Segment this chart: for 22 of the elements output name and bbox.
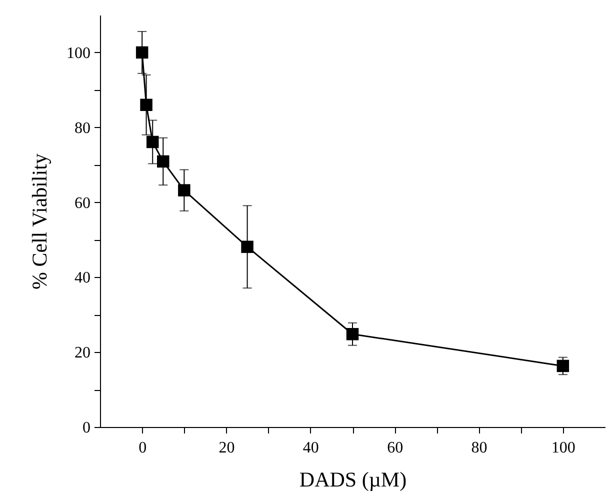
point [140,98,152,112]
point [346,328,359,340]
y-tick-label: 100 [66,44,90,62]
y-tick-label: 20 [74,344,90,362]
x-tick-label: 80 [471,440,488,456]
point [157,155,170,168]
point [178,184,190,196]
point [556,360,570,372]
y-tick-label: 60 [74,194,90,212]
x-tick-label: 100 [551,440,576,456]
point [146,136,159,148]
point [241,240,254,253]
y-tick-label: 40 [74,270,90,287]
x-tick-label: 60 [387,440,404,456]
x-axis-title: DADS (µM) [299,468,407,492]
x-tick-label: 0 [138,440,147,456]
point [136,46,148,59]
y-axis-title: % Cell Viability [28,153,52,290]
y-tick-label: 80 [74,120,90,137]
x-tick-label: 40 [302,440,319,456]
x-tick-label: 20 [218,440,235,456]
y-tick-label: 0 [82,420,90,436]
